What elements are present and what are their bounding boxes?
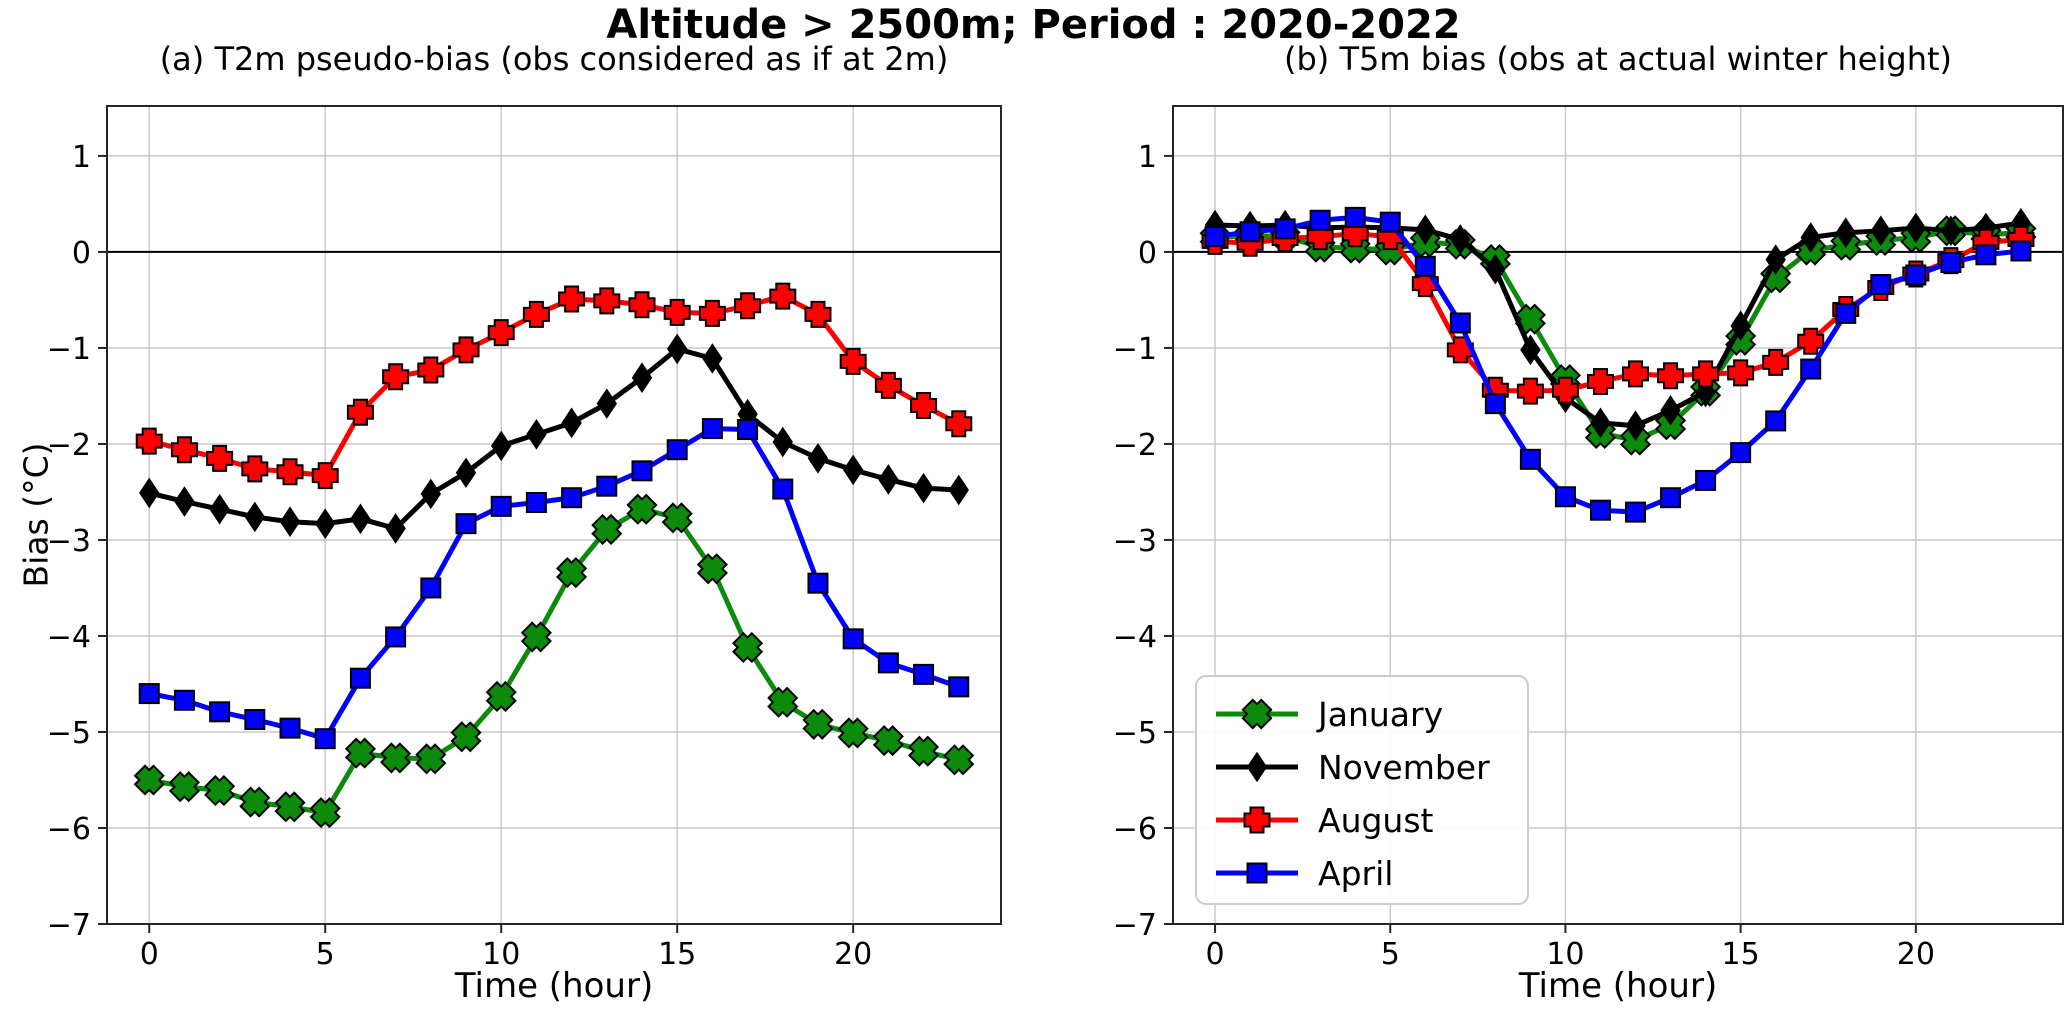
- x-tick-label: 0: [140, 937, 159, 972]
- series-january: [1199, 215, 2037, 456]
- series-line: [146, 293, 962, 479]
- y-tick-label: −1: [47, 332, 91, 367]
- y-tick-label: −7: [47, 908, 91, 943]
- legend-item-august: August: [1216, 801, 1434, 840]
- y-tick-label: −5: [1113, 716, 1157, 751]
- y-tick-label: 1: [1138, 140, 1157, 175]
- y-tick-label: −7: [1113, 908, 1157, 943]
- x-tick-label: 5: [316, 937, 335, 972]
- figure-title: Altitude > 2500m; Period : 2020-2022: [606, 2, 1461, 48]
- y-tick-label: −6: [47, 812, 91, 847]
- series-line: [1212, 228, 2024, 443]
- y-tick-label: −4: [47, 620, 91, 655]
- series-line: [146, 426, 962, 742]
- series-april: [138, 418, 970, 750]
- series-november: [139, 333, 969, 544]
- panel-a-title: (a) T2m pseudo-bias (obs considered as i…: [159, 40, 949, 78]
- legend-label: November: [1318, 748, 1490, 787]
- x-axis-label-b: Time (hour): [1518, 966, 1718, 1006]
- y-tick-label: −2: [1113, 428, 1157, 463]
- legend-item-november: November: [1216, 748, 1490, 787]
- y-tick-label: −3: [1113, 524, 1157, 559]
- legend-box: [1195, 675, 1529, 905]
- series-line: [1212, 231, 2024, 394]
- legend-label: January: [1316, 695, 1443, 734]
- series-line: [146, 506, 962, 816]
- panel-b: 0 5 10 15 2010−1−2−3−4−5−6−7JanuaryNovemberA…: [1113, 105, 2064, 972]
- x-axis-label-a: Time (hour): [454, 966, 654, 1006]
- legend: January November August April: [1195, 675, 1529, 905]
- series-line: [1212, 220, 2024, 429]
- y-tick-label: −3: [47, 524, 91, 559]
- y-axis-label: Bias (°C): [16, 442, 56, 588]
- series-april: [1204, 206, 2032, 523]
- y-tick-labels: 1 0 −1 −2 −3 −4 −5 −6 −7: [47, 140, 107, 943]
- series-august: [135, 282, 973, 490]
- axes-frame: [106, 105, 1002, 925]
- y-tick-label: −6: [1113, 812, 1157, 847]
- legend-item-april: April: [1216, 854, 1393, 893]
- y-tick-label: 1: [72, 140, 91, 175]
- panel-b-title: (b) T5m bias (obs at actual winter heigh…: [1284, 40, 1952, 78]
- x-tick-label: 15: [1722, 937, 1760, 972]
- y-tick-label: −4: [1113, 620, 1157, 655]
- legend-label: August: [1318, 801, 1434, 840]
- x-tick-label: 20: [1897, 937, 1935, 972]
- x-tick-labels: 0 5 10 15 20: [140, 924, 872, 972]
- x-tick-label: 5: [1381, 937, 1400, 972]
- series-january: [133, 493, 975, 829]
- y-tick-label: −1: [1113, 332, 1157, 367]
- legend-label: April: [1318, 854, 1393, 893]
- series-line: [1212, 214, 2024, 515]
- y-tick-label: −5: [47, 716, 91, 751]
- x-tick-label: 15: [658, 937, 696, 972]
- y-tick-label: 0: [1138, 236, 1157, 271]
- x-tick-label: 10: [1546, 937, 1584, 972]
- y-tick-label: −2: [47, 428, 91, 463]
- legend-item-january: January: [1216, 695, 1443, 734]
- x-tick-label: 0: [1206, 937, 1225, 972]
- x-tick-label: 20: [834, 937, 872, 972]
- y-tick-label: 0: [72, 236, 91, 271]
- x-tick-label: 10: [482, 937, 520, 972]
- y-tick-labels: 1 0 −1 −2 −3 −4 −5 −6 −7: [1113, 140, 1173, 943]
- x-tick-labels: 0 5 10 15 20: [1206, 924, 1935, 972]
- axes-frame: [1172, 105, 2064, 925]
